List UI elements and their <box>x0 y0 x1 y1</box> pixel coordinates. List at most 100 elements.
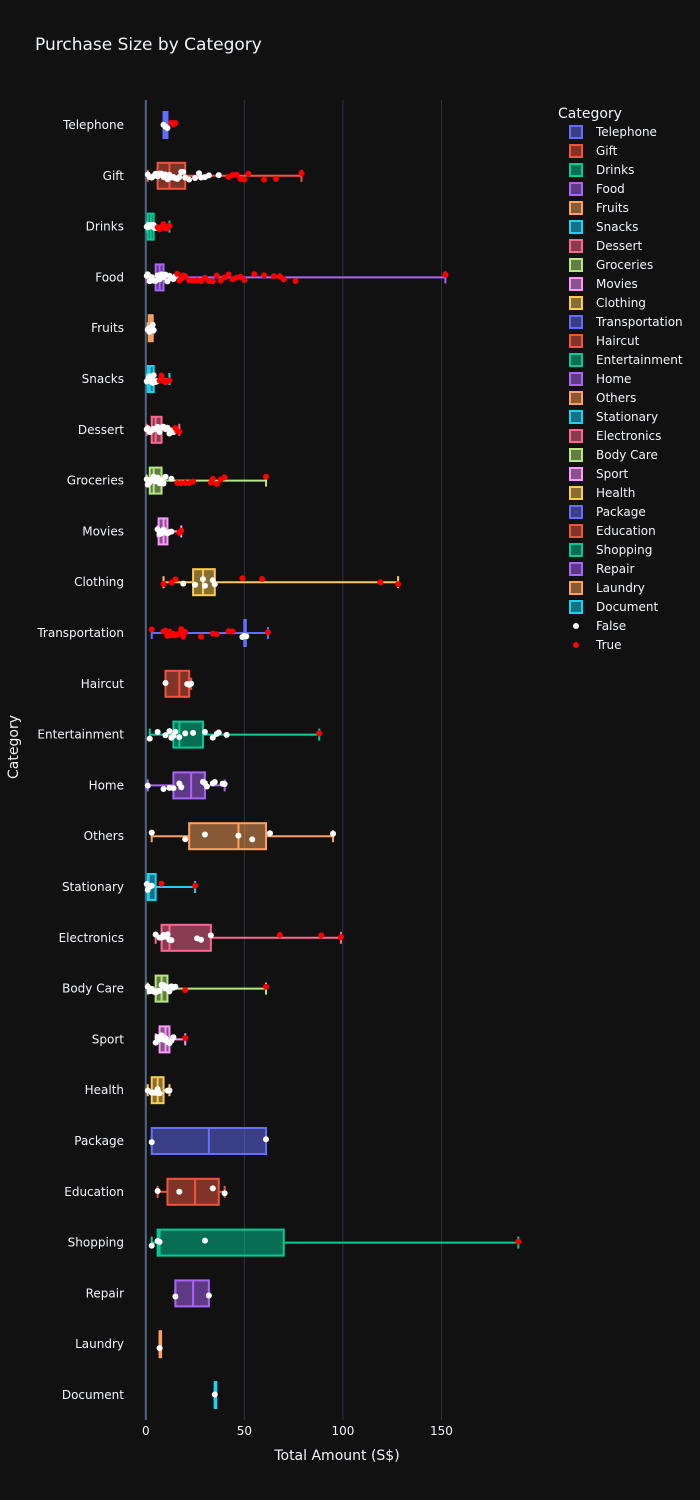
x-axis-title: Total Amount (S$) <box>273 1448 399 1464</box>
point-true-shopping-0 <box>515 1238 522 1245</box>
legend-item-health[interactable]: Health <box>569 486 635 500</box>
point-false-others-2 <box>201 831 208 838</box>
legend-item-false[interactable]: False <box>573 619 626 633</box>
point-false-transportation-2 <box>243 633 250 640</box>
box-haircut <box>162 669 195 698</box>
category-label-drinks: Drinks <box>86 220 124 234</box>
box-body-care <box>144 974 270 1003</box>
legend-item-shopping[interactable]: Shopping <box>569 543 652 557</box>
legend-label-fruits: Fruits <box>596 201 629 215</box>
x-axis-tick-labels: 0 50 100 150 <box>142 1424 453 1438</box>
point-false-gift-21 <box>192 175 199 182</box>
point-false-entertainment-10 <box>201 728 208 735</box>
x-tick-label-0: 0 <box>142 1424 150 1438</box>
legend-item-clothing[interactable]: Clothing <box>569 296 646 310</box>
point-true-gift-5 <box>245 170 252 177</box>
legend-item-snacks[interactable]: Snacks <box>569 220 638 234</box>
legend-item-others[interactable]: Others <box>569 391 636 405</box>
legend-item-laundry[interactable]: Laundry <box>569 581 645 595</box>
point-false-shopping-3 <box>201 1237 208 1244</box>
legend-item-movies[interactable]: Movies <box>569 277 638 291</box>
point-false-home-12 <box>221 781 228 788</box>
point-false-document-0 <box>211 1391 218 1398</box>
legend-title: Category <box>558 106 622 122</box>
point-true-gift-2 <box>233 171 240 178</box>
legend-label-repair: Repair <box>596 562 634 576</box>
legend-item-package[interactable]: Package <box>569 505 646 519</box>
point-false-home-3 <box>170 785 177 792</box>
point-false-package-0 <box>148 1139 155 1146</box>
legend-item-fruits[interactable]: Fruits <box>569 201 629 215</box>
iqr-box-education <box>166 1177 220 1206</box>
legend-item-groceries[interactable]: Groceries <box>569 258 653 272</box>
legend-item-electronics[interactable]: Electronics <box>569 429 661 443</box>
category-label-package: Package <box>74 1134 124 1148</box>
legend-label-transportation: Transportation <box>595 315 683 329</box>
point-false-others-3 <box>235 832 242 839</box>
category-label-education: Education <box>64 1185 124 1199</box>
box-telephone <box>160 111 179 139</box>
legend-item-haircut[interactable]: Haircut <box>569 334 640 348</box>
legend-item-body-care[interactable]: Body Care <box>569 448 658 462</box>
iqr-box-shopping <box>156 1228 285 1257</box>
legend-item-repair[interactable]: Repair <box>569 562 634 576</box>
box-food <box>143 263 449 292</box>
legend-swatch-snacks <box>569 220 583 234</box>
point-false-clothing-3 <box>201 582 208 589</box>
legend-item-transportation[interactable]: Transportation <box>569 315 683 329</box>
box-home <box>144 771 228 800</box>
iqr-box-others <box>188 822 268 851</box>
point-true-clothing-4 <box>259 575 266 582</box>
point-false-home-1 <box>160 786 167 793</box>
point-true-body-care-1 <box>263 983 270 990</box>
point-false-sport-0 <box>152 1039 159 1046</box>
box-entertainment <box>146 720 323 749</box>
box-stationary <box>143 873 199 901</box>
point-false-entertainment-3 <box>166 728 173 735</box>
legend-label-false: False <box>596 619 626 633</box>
legend-item-sport[interactable]: Sport <box>569 467 629 481</box>
point-false-fruits-5 <box>149 321 156 328</box>
legend-item-true[interactable]: True <box>573 638 622 652</box>
point-true-groceries-6 <box>209 475 216 482</box>
point-true-food-0 <box>174 270 181 277</box>
legend-item-telephone[interactable]: Telephone <box>569 125 657 139</box>
point-false-gift-18 <box>180 168 187 175</box>
point-true-clothing-0 <box>160 580 167 587</box>
legend[interactable]: Category Telephone Gift Drinks Food Fruits Sn… <box>558 106 683 652</box>
box-groceries <box>143 466 270 495</box>
legend-item-gift[interactable]: Gift <box>569 144 618 158</box>
legend-item-drinks[interactable]: Drinks <box>569 163 634 177</box>
legend-label-home: Home <box>596 372 631 386</box>
point-false-fruits-6 <box>150 327 157 334</box>
point-false-haircut-0 <box>162 679 169 686</box>
legend-swatch-electronics <box>569 429 583 443</box>
category-label-document: Document <box>62 1388 124 1402</box>
x-tick-label-150: 150 <box>430 1424 453 1438</box>
point-true-food-4 <box>182 273 189 280</box>
point-false-entertainment-1 <box>154 729 161 736</box>
box-transportation <box>148 619 271 647</box>
legend-item-entertainment[interactable]: Entertainment <box>569 353 683 367</box>
point-false-electronics-7 <box>168 937 175 944</box>
point-false-body-care-6 <box>156 987 163 994</box>
legend-item-education[interactable]: Education <box>569 524 656 538</box>
legend-item-dessert[interactable]: Dessert <box>569 239 642 253</box>
point-false-entertainment-8 <box>182 730 189 737</box>
legend-label-stationary: Stationary <box>596 410 658 424</box>
point-false-education-2 <box>209 1185 216 1192</box>
legend-item-stationary[interactable]: Stationary <box>569 410 658 424</box>
point-false-others-0 <box>148 829 155 836</box>
legend-item-home[interactable]: Home <box>569 372 631 386</box>
point-true-food-25 <box>292 277 299 284</box>
box-sport <box>152 1025 189 1054</box>
box-repair <box>172 1279 212 1308</box>
point-false-stationary-4 <box>148 882 155 889</box>
legend-item-food[interactable]: Food <box>569 182 625 196</box>
plot-area <box>143 111 522 1409</box>
point-true-transportation-13 <box>197 633 204 640</box>
point-false-others-4 <box>249 836 256 843</box>
legend-item-document[interactable]: Document <box>569 600 658 614</box>
point-true-food-24 <box>280 276 287 283</box>
category-label-gift: Gift <box>103 169 125 183</box>
